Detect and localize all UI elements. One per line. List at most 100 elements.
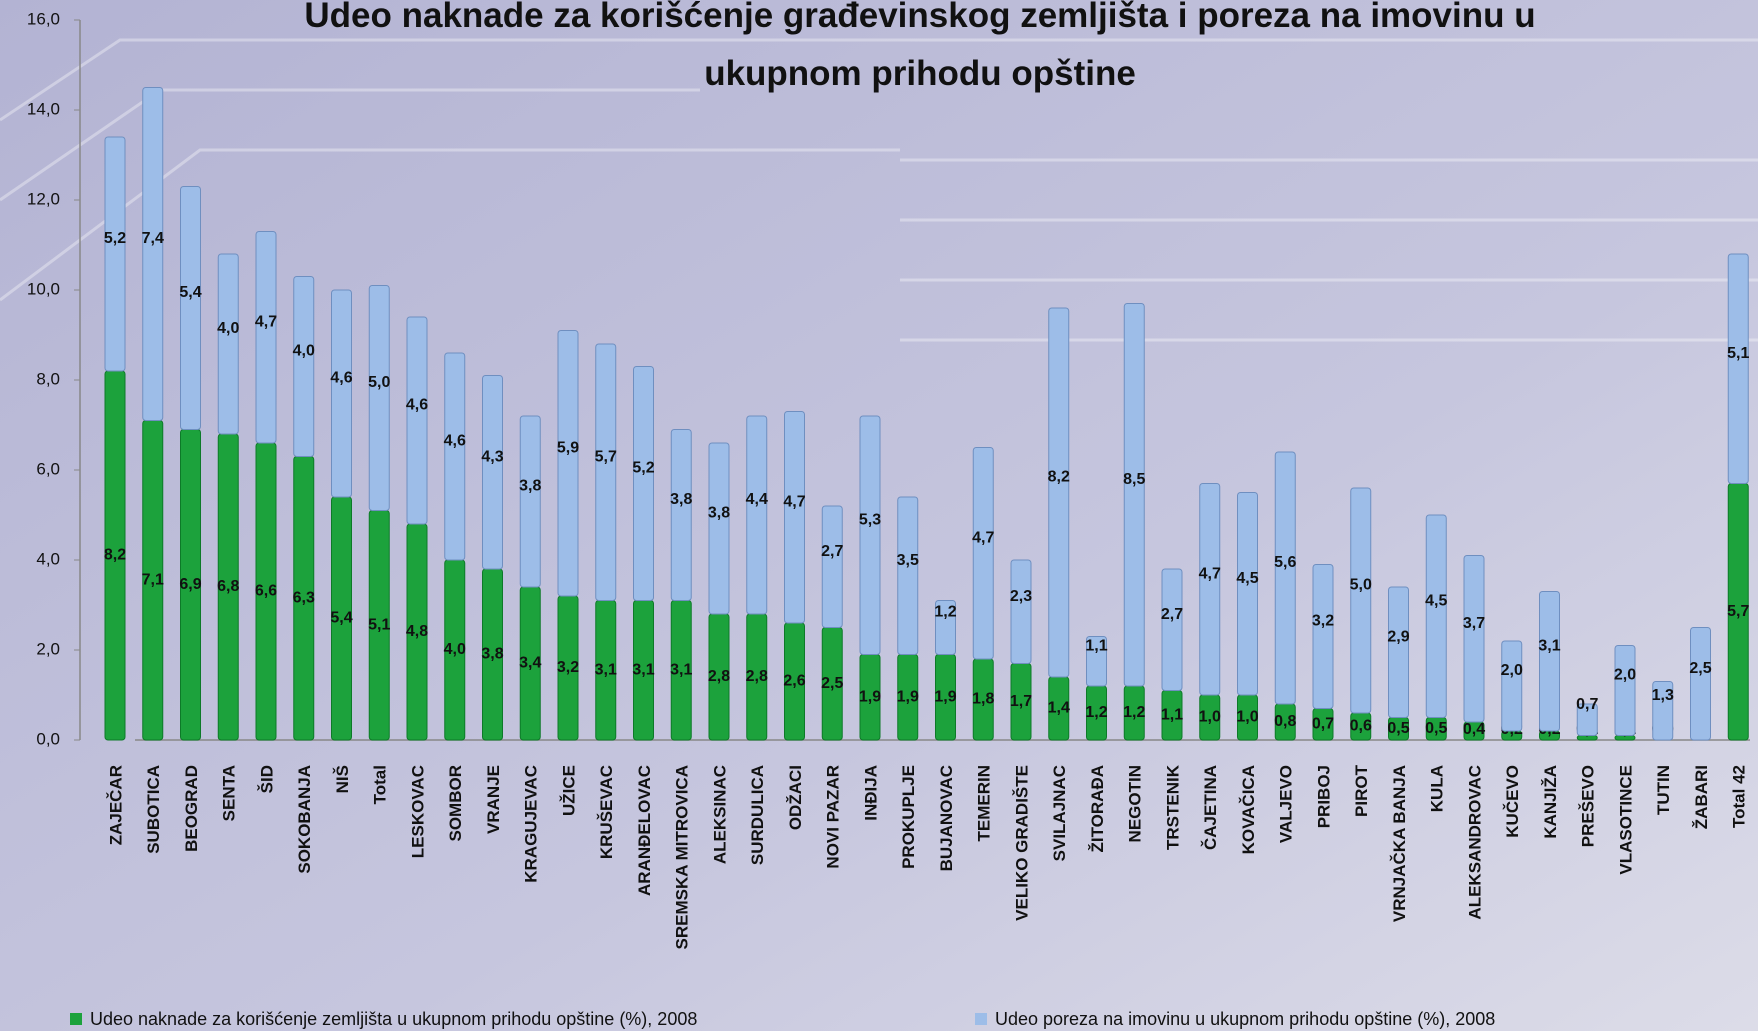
x-tick-label: ŽABARI [1692, 765, 1711, 829]
x-tick-label: SENTA [220, 765, 239, 821]
data-label: 4,4 [746, 491, 768, 508]
x-tick-label: TRSTENIK [1163, 764, 1182, 850]
x-tick-label: KUČEVO [1503, 765, 1522, 838]
y-tick-label: 12,0 [27, 189, 60, 208]
x-tick-label: KOVAČICA [1239, 765, 1258, 854]
data-label: 6,9 [179, 576, 201, 593]
x-tick-label: ODŽACI [786, 765, 805, 830]
x-tick-label: NIŠ [333, 765, 352, 793]
bar-segment [1048, 307, 1070, 678]
x-tick-label: PIROT [1352, 764, 1371, 817]
data-label: 1,1 [1161, 706, 1183, 723]
bar-segment [821, 505, 843, 628]
data-label: 4,8 [406, 623, 428, 640]
x-tick-label: LESKOVAC [408, 765, 427, 858]
bar-segment [1463, 555, 1485, 723]
x-tick-label: VRANJE [484, 765, 503, 834]
bar-segment [1425, 514, 1447, 718]
bar-segment [1539, 591, 1560, 732]
data-label: 5,7 [1727, 603, 1749, 620]
y-tick-label: 8,0 [36, 369, 60, 388]
data-label: 1,2 [1085, 704, 1107, 721]
data-label: 1,7 [1010, 693, 1032, 710]
data-label: 5,9 [557, 439, 579, 456]
bar-segment [519, 415, 541, 588]
data-label: 1,4 [1048, 700, 1070, 717]
chart-title: Udeo naknade za korišćenje građevinskog … [304, 0, 1535, 93]
bar-segment [142, 87, 164, 421]
data-label: 4,0 [293, 343, 315, 360]
data-label: 3,2 [1312, 613, 1334, 630]
data-label: 0,7 [1312, 715, 1334, 732]
x-tick-label: ALEKSANDROVAC [1465, 765, 1484, 920]
data-label: 2,7 [1161, 606, 1183, 623]
bar-segment [1388, 586, 1409, 718]
bar-segment [859, 415, 881, 655]
x-tick-label: ŽITORAĐA [1088, 765, 1107, 853]
data-label: 2,8 [708, 668, 730, 685]
bar-segment [1274, 451, 1296, 705]
data-label: 8,5 [1123, 471, 1145, 488]
data-label: 4,7 [1199, 565, 1221, 582]
y-tick-label: 6,0 [36, 459, 60, 478]
data-label: 2,6 [783, 673, 805, 690]
bar-segment [1501, 640, 1523, 732]
data-label: 5,4 [179, 284, 201, 301]
bar-segment [180, 186, 201, 430]
x-tick-label: KULA [1428, 765, 1447, 812]
x-tick-label: PRIBOJ [1314, 765, 1333, 828]
data-label: 2,0 [1501, 662, 1523, 679]
y-tick-label: 0,0 [36, 729, 60, 748]
x-tick-label: UŽICE [559, 765, 578, 816]
data-label: 3,5 [897, 552, 919, 569]
legend-label: Udeo poreza na imovinu u ukupnom prihodu… [995, 1009, 1495, 1029]
x-tick-label: SOKOBANJA [295, 765, 314, 874]
legend-label: Udeo naknade za korišćenje zemljišta u u… [90, 1009, 697, 1029]
x-tick-label: BEOGRAD [182, 765, 201, 852]
data-label: 1,9 [897, 688, 919, 705]
data-label: 1,0 [1199, 709, 1221, 726]
data-label: 4,7 [255, 313, 277, 330]
data-label: 5,7 [595, 448, 617, 465]
data-label: 5,6 [1274, 554, 1296, 571]
x-tick-label: SREMSKA MITROVICA [673, 765, 692, 950]
bar-segment [482, 375, 503, 570]
x-tick-label: NEGOTIN [1126, 765, 1145, 842]
bar-segment [935, 600, 956, 655]
data-label: 0,6 [1350, 718, 1372, 735]
data-label: 7,4 [142, 230, 164, 247]
data-label: 3,8 [481, 646, 503, 663]
data-label: 0,5 [1387, 720, 1409, 737]
x-tick-label: ŠID [257, 765, 276, 793]
x-tick-label: PREŠEVO [1579, 765, 1598, 847]
x-tick-label: VLASOTINCE [1616, 765, 1635, 875]
x-tick-label: SVILAJNAC [1050, 765, 1069, 861]
x-tick-label: ZAJEČAR [106, 765, 125, 845]
x-tick-label: ALEKSINAC [710, 765, 729, 864]
data-label: 4,5 [1236, 570, 1258, 587]
data-label: 3,1 [1538, 637, 1560, 654]
data-label: 3,1 [595, 661, 617, 678]
data-label: 2,9 [1387, 628, 1409, 645]
data-label: 6,6 [255, 583, 277, 600]
legend-swatch [975, 1013, 987, 1025]
data-label: 5,0 [1350, 577, 1372, 594]
bar-segment [972, 447, 994, 660]
data-label: 6,3 [293, 589, 315, 606]
bar-segment [1576, 703, 1598, 736]
data-label: 5,4 [330, 610, 352, 627]
data-label: 8,2 [104, 547, 126, 564]
bar-segment [1010, 559, 1032, 664]
x-tick-label: NOVI PAZAR [824, 765, 843, 869]
x-tick-label: SUBOTICA [144, 765, 163, 854]
data-label: 7,1 [142, 571, 164, 588]
data-label: 2,0 [1614, 667, 1636, 684]
data-label: 4,6 [406, 397, 428, 414]
bar-segment [255, 231, 277, 444]
x-tick-label: KRAGUJEVAC [522, 765, 541, 883]
bar-segment [368, 285, 390, 511]
data-label: 0,8 [1274, 713, 1296, 730]
x-tick-label: TUTIN [1654, 765, 1673, 815]
data-label: 4,0 [444, 641, 466, 658]
